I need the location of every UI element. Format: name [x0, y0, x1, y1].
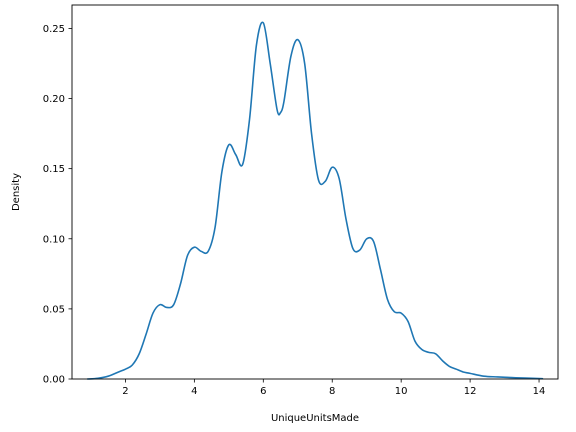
- y-tick-label: 0.25: [43, 24, 65, 35]
- x-tick-label: 2: [122, 386, 128, 397]
- x-tick-label: 14: [533, 386, 546, 397]
- x-tick-label: 8: [329, 386, 335, 397]
- x-tick-label: 10: [395, 386, 408, 397]
- density-curve: [86, 21, 544, 380]
- y-tick-label: 0.00: [43, 375, 65, 386]
- x-axis-label: UniqueUnitsMade: [271, 413, 359, 424]
- x-tick-label: 12: [464, 386, 477, 397]
- x-tick-label: 4: [191, 386, 197, 397]
- y-tick-label: 0.15: [43, 164, 65, 175]
- y-tick-label: 0.20: [43, 94, 65, 105]
- y-tick-label: 0.10: [43, 234, 65, 245]
- y-axis-label: Density: [11, 173, 22, 211]
- x-tick-label: 6: [260, 386, 266, 397]
- plot-frame: [71, 4, 559, 380]
- series-layer: [86, 21, 544, 380]
- y-tick-label: 0.05: [43, 304, 65, 315]
- axis-ticks: 2 4 6 8 10 12 14 0.00 0.05 0.10 0.15 0.20 0.25: [43, 24, 546, 397]
